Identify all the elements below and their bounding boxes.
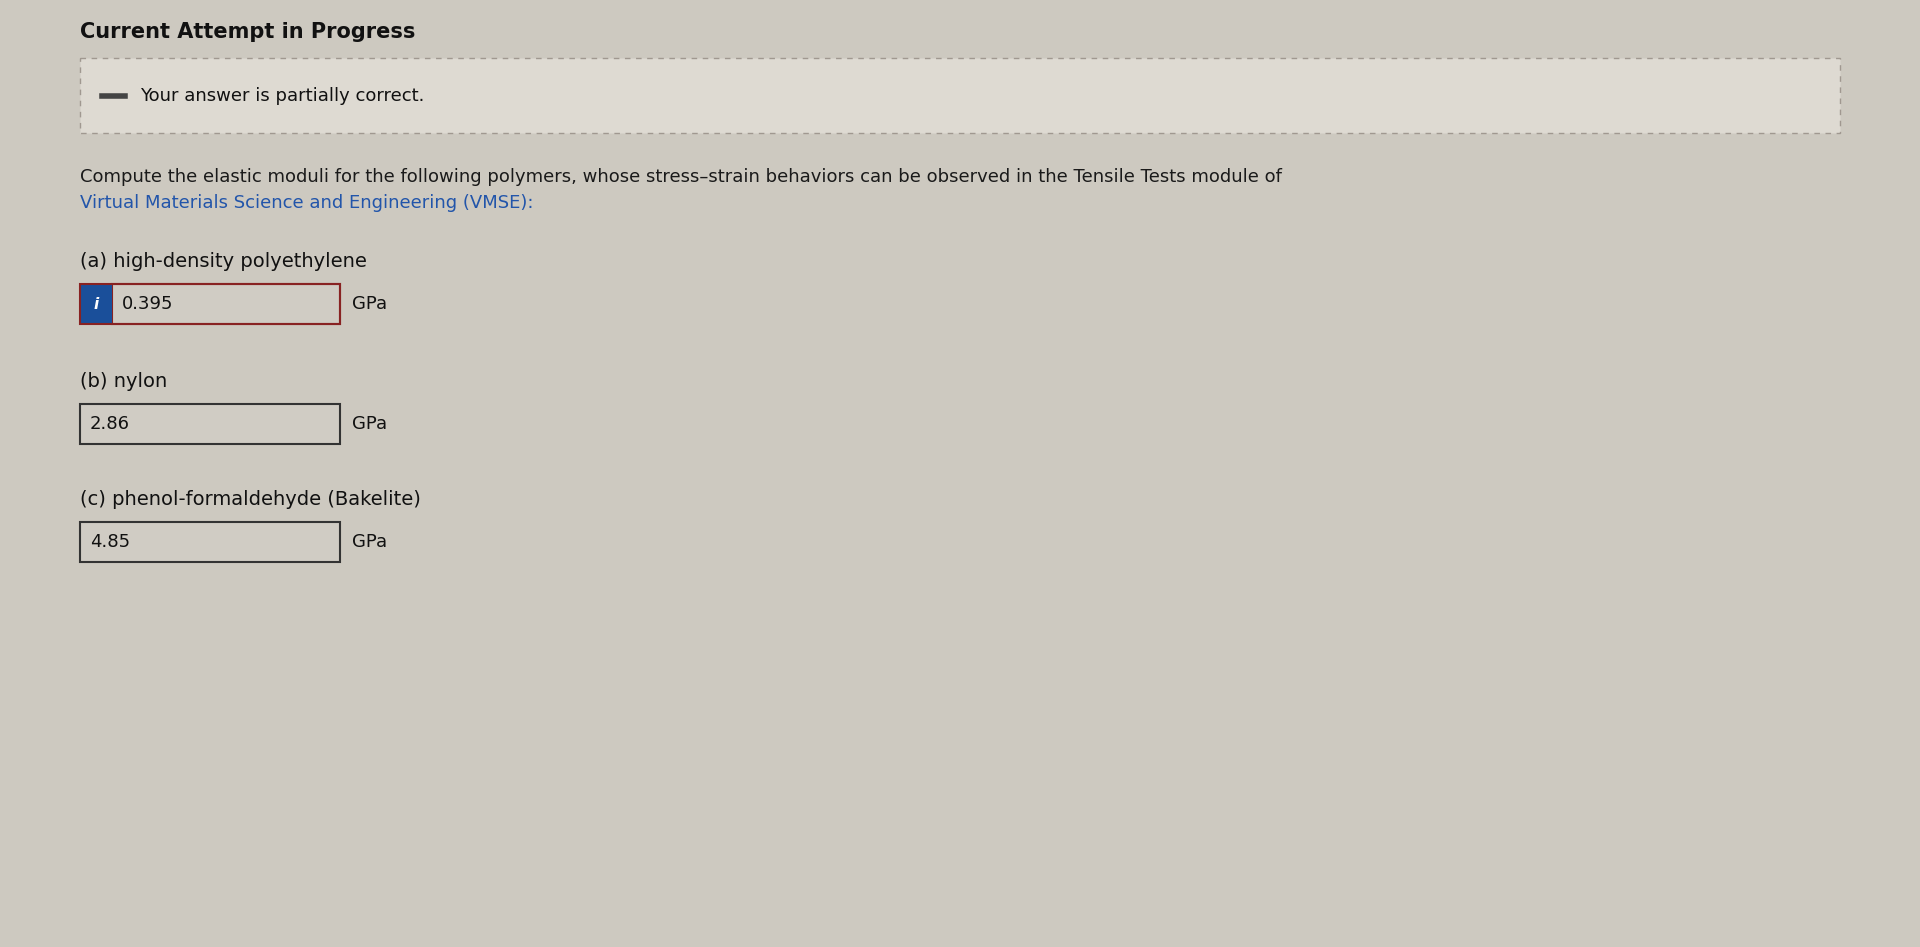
FancyBboxPatch shape — [81, 522, 340, 562]
Text: GPa: GPa — [351, 295, 388, 313]
FancyBboxPatch shape — [81, 58, 1839, 133]
Text: 0.395: 0.395 — [123, 295, 173, 313]
Text: Compute the elastic moduli for the following polymers, whose stress–strain behav: Compute the elastic moduli for the follo… — [81, 168, 1283, 186]
Text: 2.86: 2.86 — [90, 415, 131, 433]
Text: (a) high-density polyethylene: (a) high-density polyethylene — [81, 252, 367, 271]
Text: 4.85: 4.85 — [90, 533, 131, 551]
FancyBboxPatch shape — [81, 284, 111, 324]
Text: Current Attempt in Progress: Current Attempt in Progress — [81, 22, 415, 42]
Text: (b) nylon: (b) nylon — [81, 372, 167, 391]
Text: i: i — [94, 296, 98, 312]
Text: GPa: GPa — [351, 533, 388, 551]
Text: Your answer is partially correct.: Your answer is partially correct. — [140, 86, 424, 104]
Text: GPa: GPa — [351, 415, 388, 433]
FancyBboxPatch shape — [81, 404, 340, 444]
Text: Virtual Materials Science and Engineering (VMSE):: Virtual Materials Science and Engineerin… — [81, 194, 534, 212]
FancyBboxPatch shape — [111, 284, 340, 324]
Text: (c) phenol-formaldehyde (Bakelite): (c) phenol-formaldehyde (Bakelite) — [81, 490, 420, 509]
